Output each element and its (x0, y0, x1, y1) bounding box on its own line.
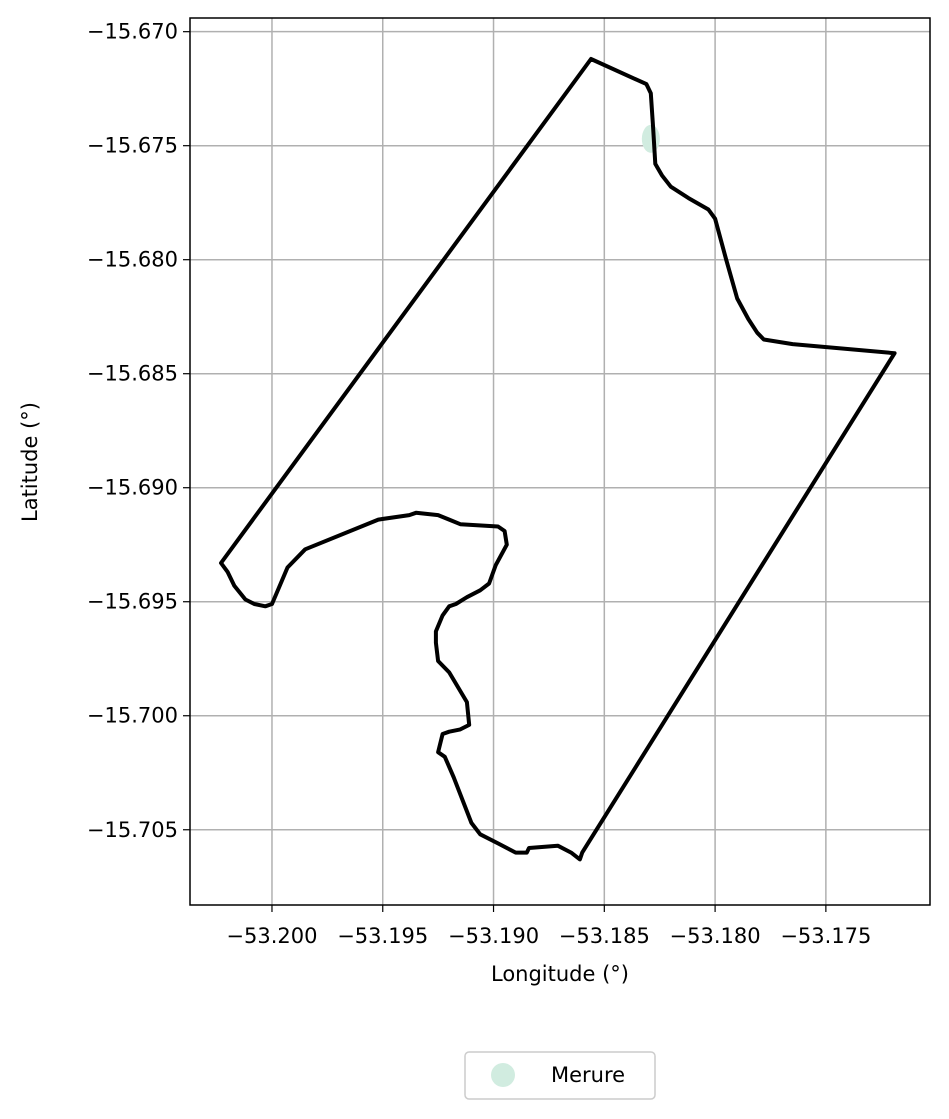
y-tick-label: −15.680 (87, 248, 178, 272)
y-tick-label: −15.675 (87, 134, 178, 158)
x-tick-label: −53.180 (670, 924, 761, 948)
legend: Merure (464, 1051, 656, 1100)
legend-frame (464, 1051, 656, 1100)
y-tick-label: −15.700 (87, 704, 178, 728)
x-axis-label: Longitude (°) (491, 962, 629, 986)
x-tick-label: −53.200 (226, 924, 317, 948)
y-tick-label: −15.705 (87, 818, 178, 842)
y-tick-label: −15.690 (87, 476, 178, 500)
boundary-layer (219, 57, 897, 862)
axes-frame (189, 17, 931, 906)
y-axis-ticks: −15.670 −15.675 −15.680 −15.685 −15.690 −15.6… (87, 20, 190, 842)
x-tick-label: −53.185 (559, 924, 650, 948)
y-tick-label: −15.695 (87, 590, 178, 614)
legend-label-merure: Merure (551, 1063, 625, 1087)
merure-marker (641, 124, 660, 153)
boundary-outline (219, 57, 897, 862)
x-tick-label: −53.190 (448, 924, 539, 948)
highlight-layer (641, 124, 660, 153)
x-tick-label: −53.175 (780, 924, 871, 948)
legend-marker-merure (491, 1063, 515, 1087)
y-axis-label: Latitude (°) (18, 402, 42, 522)
grid-layer (190, 18, 930, 905)
x-axis-ticks: −53.200 −53.195 −53.190 −53.185 −53.180 −53.1… (226, 905, 871, 948)
y-tick-label: −15.670 (87, 20, 178, 44)
y-tick-label: −15.685 (87, 362, 178, 386)
x-tick-label: −53.195 (337, 924, 428, 948)
